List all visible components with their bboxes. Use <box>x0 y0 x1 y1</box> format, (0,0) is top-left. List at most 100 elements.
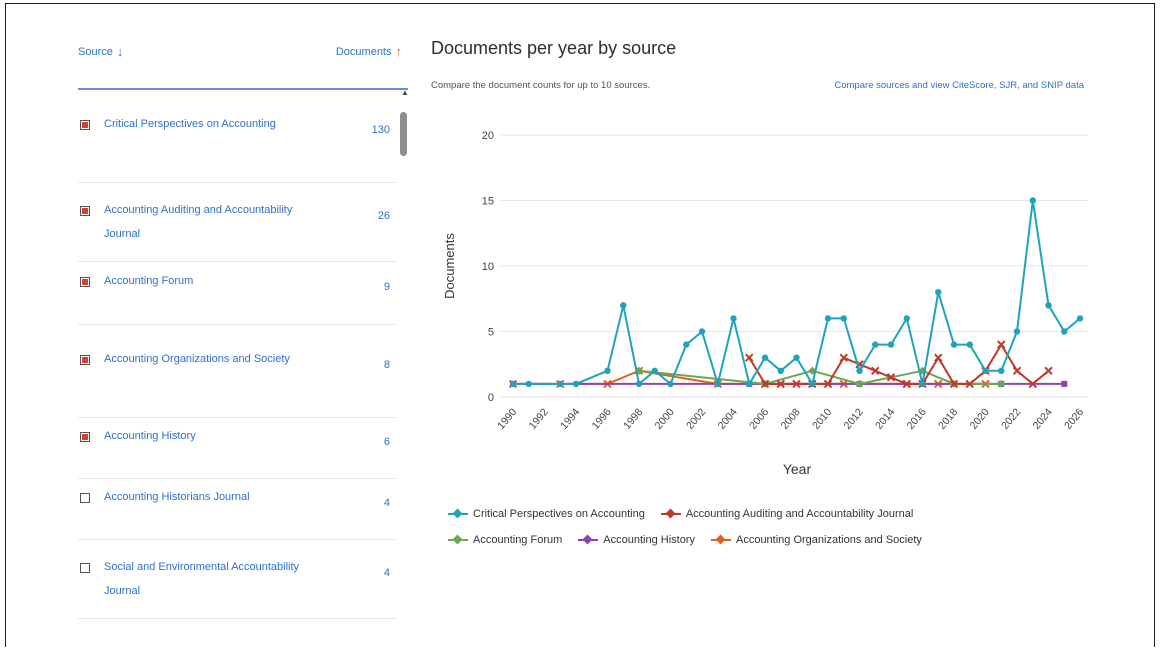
data-point <box>950 341 958 348</box>
list-item[interactable]: Accounting Historians Journal 4 <box>78 479 396 540</box>
source-name[interactable]: Critical Perspectives on Accounting <box>104 118 276 130</box>
series-line <box>748 343 1050 385</box>
data-point <box>572 380 580 388</box>
scroll-up-icon[interactable]: ▲ <box>401 88 409 97</box>
data-point <box>525 380 532 388</box>
list-item[interactable]: Accounting Forum 9 <box>78 262 396 325</box>
data-point <box>840 315 847 322</box>
legend-label: Critical Perspectives on Accounting <box>473 508 645 520</box>
legend-swatch <box>710 535 731 545</box>
source-checkbox[interactable] <box>80 355 90 365</box>
source-count[interactable]: 26 <box>377 210 390 222</box>
x-tick-label: 2004 <box>716 406 740 432</box>
chart-legend: Critical Perspectives on Accounting Accou… <box>448 508 1008 560</box>
data-point <box>935 289 942 296</box>
data-point <box>714 380 721 388</box>
x-tick-label: 2006 <box>747 406 771 432</box>
chart-title: Documents per year by source <box>431 38 677 58</box>
source-checkbox[interactable] <box>80 493 90 503</box>
x-tick-label: 2020 <box>968 406 992 432</box>
source-checkbox[interactable] <box>80 563 90 573</box>
source-count[interactable]: 4 <box>383 567 390 579</box>
x-tick-label: 1994 <box>558 406 582 432</box>
source-name[interactable]: Accounting Organizations and Society <box>104 353 290 365</box>
data-point <box>698 328 706 335</box>
list-item[interactable]: Accounting History 6 <box>78 418 396 479</box>
data-point <box>1013 328 1021 335</box>
source-count[interactable]: 130 <box>371 124 390 136</box>
legend-item[interactable]: Accounting Auditing and Accountability J… <box>660 508 913 520</box>
source-count[interactable]: 4 <box>383 497 390 509</box>
data-point <box>966 341 973 348</box>
y-tick-label: 15 <box>482 196 494 208</box>
data-point <box>887 341 895 348</box>
y-axis-label: Documents <box>442 233 457 299</box>
data-point <box>871 366 880 376</box>
x-tick-label: 2026 <box>1062 406 1086 432</box>
data-point <box>760 379 770 389</box>
x-tick-label: 2008 <box>779 406 803 432</box>
data-point <box>761 354 769 361</box>
legend-swatch <box>578 535 599 545</box>
list-item[interactable]: Critical Perspectives on Accounting 130 <box>78 90 396 183</box>
sort-by-source[interactable]: Source ↓ <box>78 44 123 59</box>
data-point <box>1045 302 1052 309</box>
source-name[interactable]: Accounting Auditing and Accountability J… <box>104 204 293 240</box>
sort-by-documents[interactable]: Documents ↑ <box>336 44 402 59</box>
data-point <box>620 302 627 309</box>
source-name[interactable]: Accounting History <box>104 430 196 442</box>
x-tick-label: 1998 <box>621 406 645 432</box>
chart-subtitle: Compare the document counts for up to 10… <box>431 80 651 91</box>
legend-item[interactable]: Accounting Forum <box>448 534 562 546</box>
data-point <box>793 354 800 361</box>
x-tick-label: 2012 <box>842 406 866 432</box>
x-tick-label: 2000 <box>653 406 677 432</box>
data-point <box>886 373 896 382</box>
source-checkbox[interactable] <box>80 120 90 130</box>
data-point <box>776 379 785 389</box>
source-checkbox[interactable] <box>80 432 90 442</box>
data-point <box>1029 197 1036 204</box>
data-point <box>872 341 879 348</box>
data-point <box>1076 315 1084 322</box>
x-tick-label: 2010 <box>810 406 834 432</box>
x-axis-label: Year <box>783 461 812 477</box>
data-point <box>902 379 911 389</box>
y-tick-label: 20 <box>482 130 494 142</box>
source-count[interactable]: 8 <box>383 359 390 371</box>
compare-sources-link[interactable]: Compare sources and view CiteScore, SJR,… <box>834 80 1084 91</box>
y-tick-label: 5 <box>488 327 494 339</box>
x-tick-label: 1990 <box>495 406 519 432</box>
data-point <box>997 379 1006 388</box>
data-point <box>1061 380 1068 387</box>
list-item[interactable]: Accounting Auditing and Accountability J… <box>78 183 396 262</box>
data-point <box>934 353 943 362</box>
legend-item[interactable]: Critical Perspectives on Accounting <box>448 508 645 520</box>
source-count[interactable]: 9 <box>383 281 390 293</box>
data-point <box>998 367 1005 374</box>
legend-item[interactable]: Accounting History <box>578 534 695 546</box>
data-point <box>823 379 833 389</box>
data-point <box>683 341 690 348</box>
list-header: Source ↓ Documents ↑ <box>78 30 408 90</box>
source-checkbox[interactable] <box>80 277 90 287</box>
source-checkbox[interactable] <box>80 206 90 216</box>
scroll-thumb[interactable] <box>400 112 407 156</box>
data-point <box>651 367 658 374</box>
source-name[interactable]: Accounting Forum <box>104 275 194 287</box>
source-header-label: Source <box>78 45 113 58</box>
list-scrollbar[interactable]: ▲ <box>398 88 410 628</box>
data-point <box>824 315 832 322</box>
list-item[interactable]: Accounting Organizations and Society 8 <box>78 325 396 418</box>
x-tick-label: 1996 <box>590 406 614 432</box>
source-name[interactable]: Social and Environmental Accountability … <box>104 561 300 597</box>
source-count[interactable]: 6 <box>383 436 390 448</box>
legend-swatch <box>448 535 468 545</box>
source-name[interactable]: Accounting Historians Journal <box>104 491 250 503</box>
x-tick-label: 2016 <box>905 406 929 432</box>
list-item[interactable]: Social and Environmental Accountability … <box>78 540 396 619</box>
legend-item[interactable]: Accounting Organizations and Society <box>710 534 922 546</box>
data-point <box>745 353 754 362</box>
data-point <box>809 380 816 388</box>
